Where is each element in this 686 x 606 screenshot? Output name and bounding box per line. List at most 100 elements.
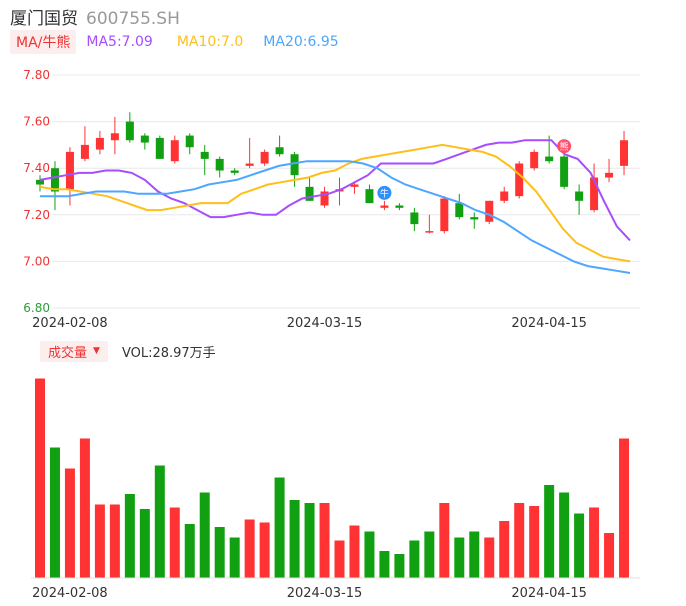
volume-bar[interactable] [199,492,210,579]
candle-body[interactable] [305,186,314,201]
volume-bar[interactable] [214,527,225,578]
volume-bar[interactable] [409,540,420,579]
volume-bar[interactable] [619,438,630,579]
y-tick-label: 7.60 [23,115,50,129]
y-tick-label: 7.80 [23,68,50,82]
candle-body[interactable] [590,177,599,211]
volume-bar[interactable] [499,521,510,578]
bull-icon[interactable]: 牛 [377,185,392,200]
candle-body[interactable] [110,133,119,141]
volume-bar[interactable] [259,522,270,579]
candle-body[interactable] [560,156,569,187]
volume-bar[interactable] [469,531,480,579]
candle-body[interactable] [125,121,134,141]
candle-body[interactable] [515,163,524,197]
volume-bar[interactable] [304,503,315,578]
volume-bar[interactable] [559,492,570,579]
candle-body[interactable] [500,191,509,201]
volume-bar[interactable] [484,537,495,579]
volume-bar[interactable] [169,507,180,579]
volume-bar[interactable] [589,507,600,579]
candle-body[interactable] [185,135,194,148]
y-tick-label: 7.40 [23,161,50,175]
volume-bar[interactable] [274,477,285,579]
candle-body[interactable] [575,191,584,201]
bear-icon[interactable]: 熊 [557,139,572,154]
candle-body[interactable] [50,168,59,192]
volume-bar[interactable] [229,537,240,579]
candle-body[interactable] [380,205,389,208]
candle-body[interactable] [95,137,104,150]
volume-bar[interactable] [424,531,435,579]
volume-bar[interactable] [544,485,555,578]
volume-bar[interactable] [604,533,615,578]
volume-legend: 成交量 ▼ VOL:28.97万手 [40,340,216,362]
x-tick-label: 2024-03-15 [287,586,363,601]
volume-bar[interactable] [529,506,540,578]
candle-body[interactable] [36,179,44,185]
candle-body[interactable] [65,151,74,190]
candle-body[interactable] [350,184,359,187]
candle-body[interactable] [470,217,479,220]
volume-bar[interactable] [364,531,375,579]
stock-code: 600755.SH [86,9,180,29]
candle-body[interactable] [545,156,554,162]
volume-bar[interactable] [109,504,120,579]
candle-body[interactable] [530,151,539,169]
candle-body[interactable] [455,203,464,218]
volume-bar[interactable] [349,525,360,579]
volume-bar[interactable] [124,494,135,578]
candle-body[interactable] [290,154,299,176]
candle-body[interactable] [410,212,419,225]
volume-value: VOL:28.97万手 [121,345,216,361]
volume-bar[interactable] [439,503,450,578]
volume-bar[interactable] [454,537,465,579]
y-tick-label: 7.00 [23,254,50,268]
candle-body[interactable] [605,172,614,178]
ma20-line [40,160,631,274]
volume-bar[interactable] [514,503,525,578]
candle-body[interactable] [320,191,329,206]
ma-legend: MA/牛熊 MA5:7.09 MA10:7.0 MA20:6.95 [10,30,339,54]
volume-bar[interactable] [139,509,150,578]
candle-body[interactable] [260,151,269,164]
candle-body[interactable] [485,200,494,222]
candle-body[interactable] [395,205,404,208]
volume-bar[interactable] [49,447,60,579]
volume-bar[interactable] [574,513,585,579]
volume-bar[interactable] [334,540,345,579]
volume-bar[interactable] [79,438,90,579]
y-tick-label: 7.20 [23,208,50,222]
candle-body[interactable] [155,137,164,159]
ma5-label: MA5:7.09 [86,34,153,50]
candle-body[interactable] [80,144,89,159]
candle-body[interactable] [200,151,209,159]
candle-body[interactable] [170,140,179,162]
volume-bar[interactable] [244,519,255,579]
volume-bar[interactable] [154,465,165,579]
volume-bar[interactable] [319,503,330,578]
volume-bar[interactable] [379,551,390,578]
candle-body[interactable] [620,140,629,166]
candle-body[interactable] [275,147,284,155]
ma-indicator-button[interactable]: MA/牛熊 [10,30,77,54]
volume-bar[interactable] [94,504,105,579]
x-tick-label: 2024-04-15 [511,316,587,331]
candle-body[interactable] [440,198,449,232]
candle-body[interactable] [230,170,239,173]
candle-body[interactable] [140,135,149,143]
volume-bar[interactable] [35,378,45,579]
ma10-label: MA10:7.0 [176,34,244,50]
candle-body[interactable] [215,158,224,171]
volume-bar[interactable] [394,554,405,578]
y-tick-label: 6.80 [23,301,50,315]
candle-body[interactable] [365,189,374,204]
candle-body[interactable] [425,231,434,233]
volume-bar[interactable] [184,524,195,578]
candle-body[interactable] [245,163,254,166]
stock-header: 厦门国贸 600755.SH [10,4,180,29]
volume-bar[interactable] [64,468,75,579]
volume-bar[interactable] [289,500,300,578]
volume-indicator-button[interactable]: 成交量 ▼ [40,340,108,362]
